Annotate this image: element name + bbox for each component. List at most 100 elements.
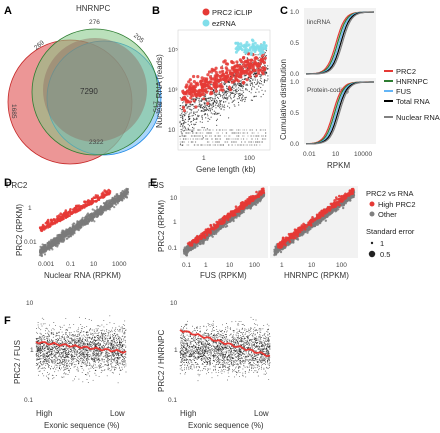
scatter-point bbox=[226, 98, 228, 100]
scatter-point bbox=[107, 188, 110, 192]
scatter-point bbox=[187, 85, 192, 89]
scatter-point bbox=[195, 121, 197, 123]
scatter-point bbox=[236, 42, 240, 46]
scatter-point bbox=[205, 97, 207, 99]
scatter-point bbox=[250, 99, 252, 101]
scatter-point bbox=[194, 236, 197, 240]
scatter-point bbox=[245, 70, 249, 74]
scatter-point bbox=[115, 198, 119, 201]
scatter-point bbox=[264, 44, 268, 48]
scatter-point bbox=[212, 144, 214, 146]
scatter-point bbox=[245, 78, 249, 82]
scatter-point bbox=[207, 70, 212, 74]
scatter-point bbox=[232, 90, 234, 92]
scatter-point bbox=[259, 58, 263, 62]
scatter-point bbox=[240, 203, 243, 206]
scatter-point bbox=[209, 83, 211, 85]
scatter-point bbox=[236, 68, 240, 72]
scatter-point bbox=[198, 135, 200, 137]
scatter-point bbox=[183, 101, 185, 103]
scatter-point bbox=[246, 57, 248, 59]
scatter-point bbox=[218, 141, 220, 143]
scatter-point bbox=[118, 196, 121, 199]
scatter-point bbox=[260, 76, 262, 78]
scatter-point bbox=[184, 114, 186, 116]
scatter-point bbox=[179, 105, 181, 107]
scatter-point bbox=[197, 109, 199, 111]
scatter-point bbox=[215, 111, 217, 113]
scatter-point bbox=[226, 215, 229, 218]
scatter-point bbox=[257, 132, 259, 134]
scatter-point bbox=[205, 117, 207, 119]
scatter-point bbox=[86, 213, 89, 216]
scatter-point bbox=[211, 107, 213, 109]
scatter-point bbox=[225, 94, 227, 97]
scatter-point bbox=[243, 75, 245, 77]
scatter-point bbox=[246, 132, 248, 134]
scatter-point bbox=[182, 95, 186, 100]
scatter-point bbox=[211, 138, 212, 140]
scatter-point bbox=[184, 115, 186, 117]
scatter-point bbox=[250, 141, 252, 143]
scatter-point bbox=[191, 109, 193, 111]
scatter-point bbox=[180, 128, 182, 131]
scatter-point bbox=[214, 144, 216, 146]
scatter-point bbox=[220, 100, 223, 102]
scatter-point bbox=[201, 135, 203, 137]
scatter-point bbox=[205, 109, 207, 111]
scatter-point bbox=[76, 221, 79, 224]
scatter-point bbox=[213, 68, 217, 72]
scatter-point bbox=[250, 78, 252, 80]
scatter-point bbox=[206, 82, 210, 86]
scatter-point bbox=[211, 84, 213, 86]
scatter-point bbox=[237, 47, 241, 51]
scatter-point bbox=[209, 110, 211, 112]
scatter-point bbox=[209, 100, 211, 102]
scatter-point bbox=[212, 105, 214, 108]
scatter-point bbox=[68, 210, 71, 214]
scatter-point bbox=[261, 66, 265, 70]
scatter-point bbox=[76, 224, 79, 227]
scatter-point bbox=[245, 144, 247, 146]
scatter-point bbox=[189, 115, 191, 117]
scatter-point bbox=[226, 99, 228, 101]
scatter-point bbox=[235, 91, 237, 93]
scatter-point bbox=[40, 254, 43, 257]
scatter-point bbox=[225, 129, 227, 131]
scatter-point bbox=[251, 82, 253, 85]
scatter-point bbox=[217, 93, 219, 95]
scatter-point bbox=[54, 221, 57, 224]
scatter-point bbox=[231, 92, 233, 94]
scatter-point bbox=[249, 144, 251, 146]
scatter-point bbox=[90, 213, 93, 216]
scatter-point bbox=[207, 132, 209, 134]
scatter-point bbox=[215, 141, 217, 143]
scatter-point bbox=[235, 132, 237, 134]
scatter-point bbox=[225, 62, 230, 66]
scatter-point bbox=[250, 144, 252, 146]
scatter-point bbox=[229, 135, 231, 137]
scatter-point bbox=[209, 144, 211, 146]
scatter-point bbox=[214, 70, 218, 75]
scatter-point bbox=[249, 84, 252, 87]
scatter-point bbox=[213, 226, 216, 229]
scatter-point bbox=[206, 138, 208, 140]
scatter-point bbox=[195, 111, 197, 113]
scatter-point bbox=[219, 138, 221, 140]
scatter-point bbox=[192, 80, 196, 84]
scatter-point bbox=[261, 135, 263, 137]
scatter-point bbox=[253, 132, 255, 134]
scatter-point bbox=[225, 132, 227, 134]
scatter-point bbox=[234, 89, 236, 91]
scatter-point bbox=[256, 88, 258, 90]
scatter-point bbox=[215, 119, 218, 122]
scatter-point bbox=[223, 92, 225, 94]
scatter-point bbox=[234, 144, 236, 146]
scatter-point bbox=[180, 97, 184, 101]
scatter-point bbox=[187, 80, 191, 84]
scatter-point bbox=[248, 141, 249, 143]
scatter-point bbox=[233, 132, 235, 134]
scatter-point bbox=[65, 233, 68, 236]
scatter-point bbox=[254, 203, 258, 206]
scatter-point bbox=[123, 194, 127, 197]
